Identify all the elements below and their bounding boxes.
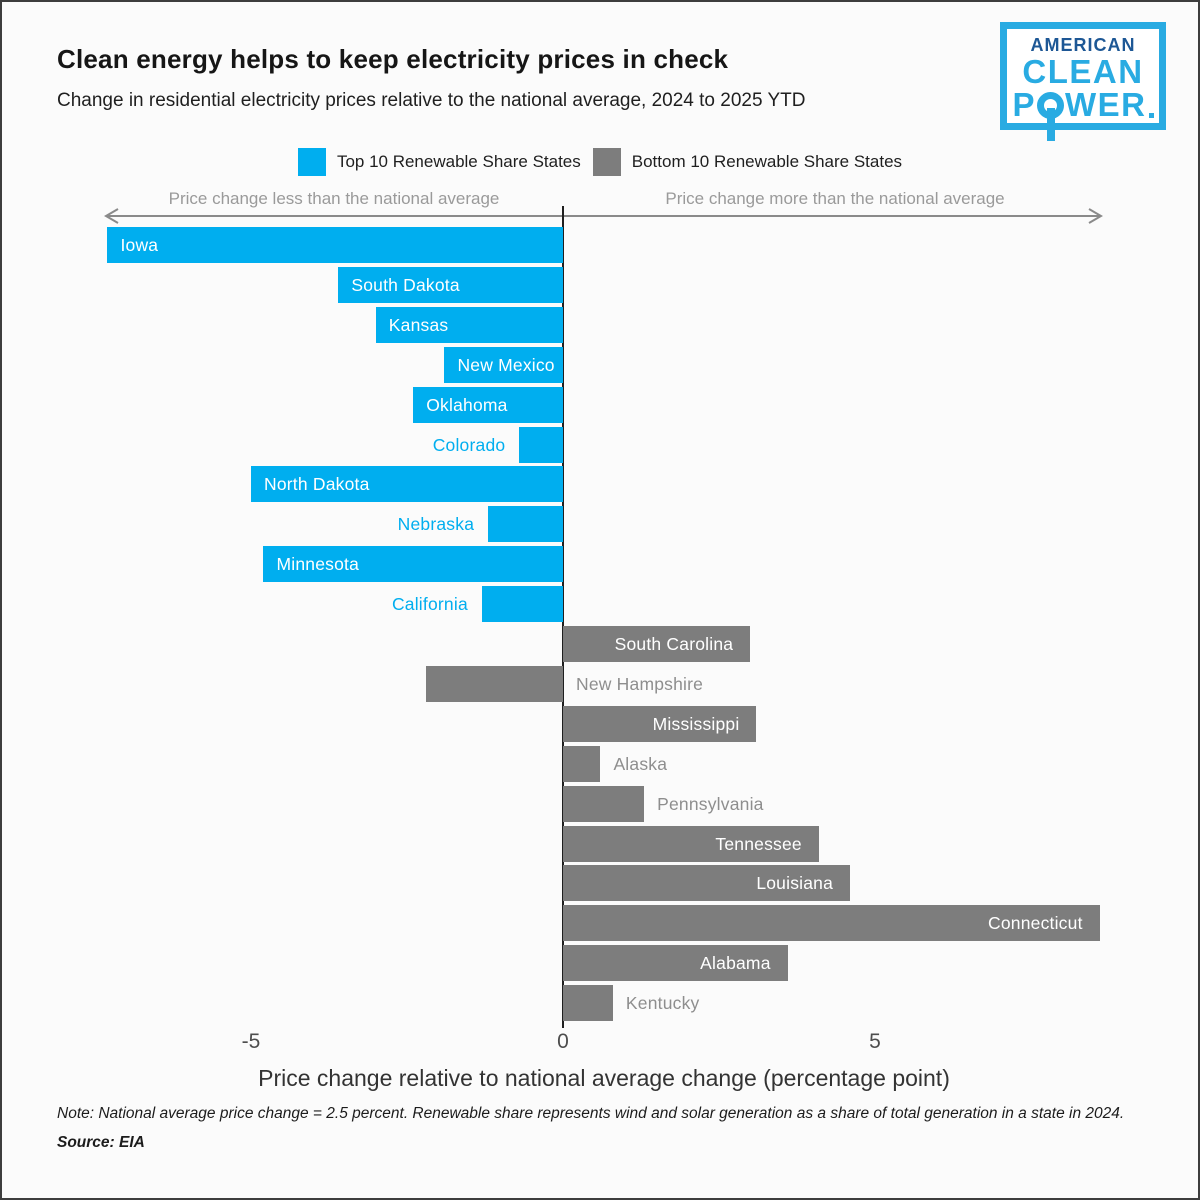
bar-nebraska bbox=[488, 506, 563, 542]
bar-label-nebraska: Nebraska bbox=[397, 514, 475, 534]
x-tick-neg5: -5 bbox=[241, 1030, 261, 1053]
bar-label-alaska: Alaska bbox=[613, 754, 668, 774]
page-subtitle: Change in residential electricity prices… bbox=[57, 90, 806, 111]
direction-arrows-icon bbox=[104, 208, 1103, 224]
bar-south-carolina bbox=[563, 626, 751, 662]
bar-label-oklahoma: Oklahoma bbox=[426, 395, 508, 415]
bar-california bbox=[481, 586, 563, 622]
bar-kentucky bbox=[563, 985, 613, 1021]
bar-label-new-hampshire: New Hampshire bbox=[576, 674, 704, 694]
logo-period-icon bbox=[1148, 113, 1154, 118]
bar-label-colorado: Colorado bbox=[432, 435, 506, 455]
bar-new-mexico bbox=[444, 347, 563, 383]
legend: Top 10 Renewable Share States Bottom 10 … bbox=[2, 148, 1198, 176]
bar-south-dakota bbox=[338, 267, 563, 303]
bar-colorado bbox=[519, 427, 563, 463]
bar-label-south-dakota: South Dakota bbox=[351, 275, 460, 295]
bar-pennsylvania bbox=[563, 786, 645, 822]
annotation-less-than-average: Price change less than the national aver… bbox=[168, 189, 500, 208]
bar-label-connecticut: Connecticut bbox=[988, 913, 1083, 933]
x-tick-5: 5 bbox=[869, 1030, 881, 1053]
bar-label-alabama: Alabama bbox=[700, 953, 771, 973]
legend-label-top10: Top 10 Renewable Share States bbox=[336, 152, 581, 171]
legend-swatch-bottom10 bbox=[592, 148, 621, 176]
bar-label-minnesota: Minnesota bbox=[276, 554, 360, 574]
bar-label-kansas: Kansas bbox=[388, 315, 449, 335]
bar-label-mississippi: Mississippi bbox=[652, 714, 740, 734]
logo-power: P WER bbox=[1007, 88, 1159, 121]
bar-label-pennsylvania: Pennsylvania bbox=[657, 794, 764, 814]
x-axis-title: Price change relative to national averag… bbox=[258, 1065, 950, 1091]
bar-north-dakota bbox=[251, 466, 563, 502]
legend-item-top10: Top 10 Renewable Share States bbox=[297, 148, 581, 176]
zero-baseline bbox=[562, 206, 564, 1028]
source-credit: Source: EIA bbox=[57, 1134, 145, 1151]
bar-label-tennessee: Tennessee bbox=[715, 834, 802, 854]
legend-item-bottom10: Bottom 10 Renewable Share States bbox=[592, 148, 903, 176]
bar-oklahoma bbox=[413, 387, 563, 423]
x-tick-0: 0 bbox=[557, 1030, 569, 1053]
logo-power-p: P bbox=[1012, 86, 1036, 123]
legend-swatch-top10 bbox=[297, 148, 326, 176]
page-title: Clean energy helps to keep electricity p… bbox=[57, 44, 729, 74]
bar-label-north-dakota: North Dakota bbox=[264, 474, 370, 494]
bar-label-new-mexico: New Mexico bbox=[457, 355, 555, 375]
bar-label-louisiana: Louisiana bbox=[756, 873, 834, 893]
bar-alaska bbox=[563, 746, 601, 782]
bar-iowa bbox=[107, 227, 563, 263]
bar-kansas bbox=[375, 307, 563, 343]
annotation-more-than-average: Price change more than the national aver… bbox=[665, 189, 1005, 208]
bar-minnesota bbox=[263, 546, 563, 582]
logo-power-wer: WER bbox=[1065, 86, 1147, 123]
logo-clean: CLEAN bbox=[1022, 53, 1144, 90]
acp-logo: AMERICAN CLEAN P WER bbox=[1000, 22, 1166, 130]
logo-american: AMERICAN bbox=[1030, 35, 1136, 55]
bar-alabama bbox=[563, 945, 788, 981]
bar-louisiana bbox=[563, 865, 851, 901]
bar-label-south-carolina: South Carolina bbox=[614, 634, 734, 654]
legend-label-bottom10: Bottom 10 Renewable Share States bbox=[631, 152, 903, 171]
bar-mississippi bbox=[563, 706, 757, 742]
bar-label-iowa: Iowa bbox=[120, 235, 159, 255]
bar-label-california: California bbox=[391, 594, 468, 614]
footnote: Note: National average price change = 2.… bbox=[57, 1105, 1125, 1122]
bar-tennessee bbox=[563, 826, 819, 862]
bar-label-kentucky: Kentucky bbox=[625, 993, 700, 1013]
bar-connecticut bbox=[563, 905, 1100, 941]
bar-new-hampshire bbox=[425, 666, 563, 702]
logo-plug-o-icon bbox=[1037, 92, 1064, 119]
